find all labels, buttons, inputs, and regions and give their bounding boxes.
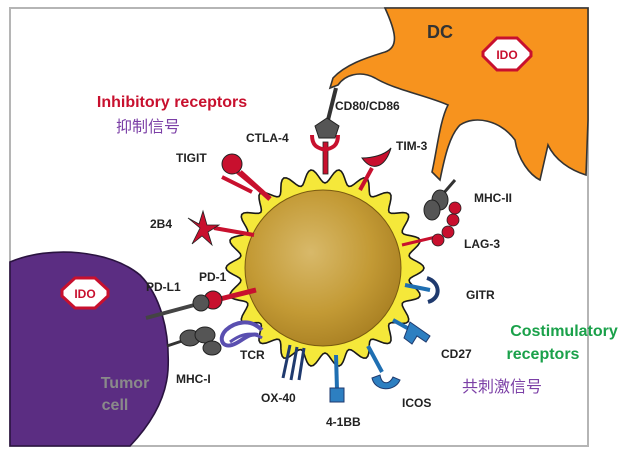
ctla4-label: CTLA-4 (246, 131, 289, 145)
mhc2-label: MHC-II (474, 191, 512, 205)
ox40-receptor (281, 344, 306, 381)
dc-label: DC (427, 22, 453, 42)
pdl1-ligand (145, 294, 210, 320)
tumor-ido-badge: IDO (60, 276, 110, 310)
lag3-receptor (401, 201, 462, 247)
4-1bb-receptor (329, 354, 345, 403)
tcr-label: TCR (240, 348, 265, 362)
mhc2-ligand (423, 179, 457, 221)
ctla4-receptor (310, 134, 340, 175)
2b4-receptor (187, 209, 255, 247)
costim-heading-zh: 共刺激信号 (462, 377, 542, 396)
tumor-label-line2: cell (102, 397, 129, 414)
pd1-label: PD-1 (199, 270, 227, 284)
4-1bb-label: 4-1BB (326, 415, 361, 429)
ox40-label: OX-40 (261, 391, 296, 405)
cd80-cd86-label: CD80/CD86 (335, 99, 400, 113)
2b4-label: 2B4 (150, 217, 172, 231)
gitr-label: GITR (466, 288, 495, 302)
cd27-receptor (392, 318, 431, 345)
mhc1-label: MHC-I (176, 372, 211, 386)
tim3-label: TIM-3 (396, 139, 428, 153)
gitr-receptor (404, 276, 440, 304)
inhibitory-heading-zh: 抑制信号 (116, 117, 180, 136)
lag3-label: LAG-3 (464, 237, 500, 251)
costim-heading-en-line2: receptors (507, 346, 580, 363)
mhc1-ligand (166, 326, 222, 356)
icos-receptor (366, 345, 401, 390)
dendritic-cell: DC IDO (328, 7, 589, 182)
tigit-receptor (221, 153, 272, 201)
tcr-receptor (219, 320, 264, 348)
t-cell-nucleus (244, 189, 402, 347)
dc-ido-label: IDO (496, 48, 517, 62)
dc-ido-badge: IDO (481, 36, 533, 72)
cd80-cd86-ligand (314, 87, 340, 139)
inhibitory-heading-en: Inhibitory receptors (97, 94, 247, 111)
pdl1-label: PD-L1 (146, 280, 181, 294)
tim3-receptor (358, 147, 392, 191)
tumor-cell: Tumor cell IDO (9, 251, 170, 447)
cd27-label: CD27 (441, 347, 472, 361)
tigit-label: TIGIT (176, 151, 207, 165)
costim-heading-en-line1: Costimulatory (510, 323, 618, 340)
icos-label: ICOS (402, 396, 431, 410)
tumor-label-line1: Tumor (101, 375, 150, 392)
tumor-ido-label: IDO (74, 287, 95, 301)
